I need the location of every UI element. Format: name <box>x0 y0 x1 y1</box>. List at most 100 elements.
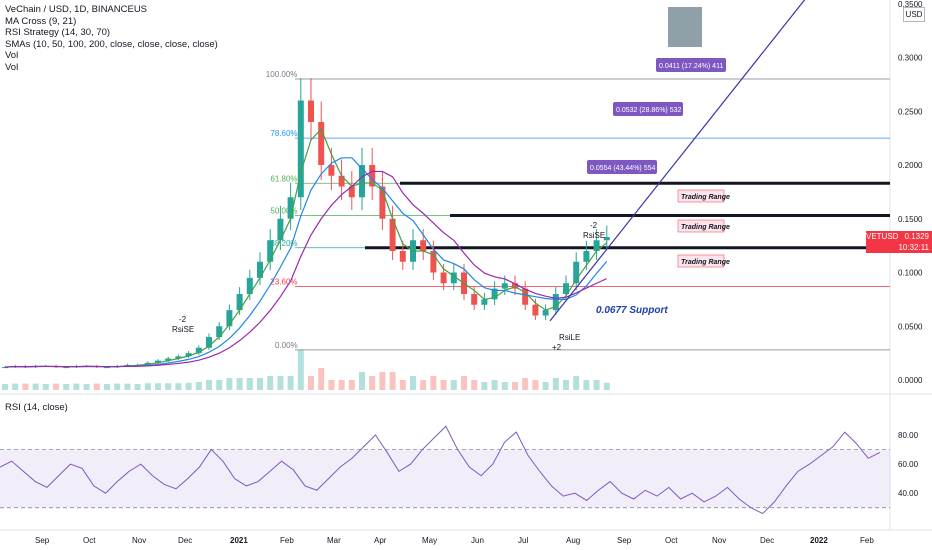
candle-body <box>563 283 569 294</box>
trading-range-box <box>677 254 725 268</box>
volume-bar <box>389 372 396 390</box>
candle-body <box>175 356 182 359</box>
volume-bar <box>32 383 39 390</box>
volume-bar <box>450 380 457 390</box>
trend-line <box>549 0 806 322</box>
trading-range-label: Trading Range <box>681 194 730 201</box>
volume-bar <box>532 380 539 390</box>
moving-average-line <box>4 170 608 368</box>
candle-body <box>308 100 314 122</box>
trading-range-label: Trading Range <box>681 224 730 231</box>
candle-body <box>450 272 457 284</box>
candle-body <box>471 294 478 305</box>
candle-body <box>532 304 539 316</box>
target-label: 0.0411 (17.24%) 411 <box>659 63 723 70</box>
time-axis-tick: Dec <box>760 536 774 545</box>
rsi-legend[interactable]: RSI (14, close) <box>5 402 68 413</box>
time-axis-tick: Oct <box>665 536 678 545</box>
volume-bar <box>328 380 335 390</box>
signal-top: -2 <box>590 221 598 230</box>
currency-button[interactable]: USD <box>903 7 925 22</box>
candle-body <box>155 360 161 363</box>
volume-bar <box>603 382 610 390</box>
volume-bar <box>226 378 233 390</box>
volume-bar <box>552 378 559 390</box>
signal-top: RsiLE <box>559 333 580 342</box>
candle-body <box>277 218 284 241</box>
indicator-rsi-strategy[interactable]: RSI Strategy (14, 30, 70) <box>5 27 111 39</box>
volume-bar <box>144 383 151 390</box>
rsi-axis-tick: 60.00 <box>898 460 919 469</box>
volume-bar <box>53 383 59 390</box>
volume-bar <box>165 383 172 390</box>
candle-body <box>104 367 110 369</box>
time-axis-tick: Jul <box>518 536 528 545</box>
target-label: 0.0554 (43.44%) 554 <box>590 165 655 172</box>
volume-bar <box>185 382 192 390</box>
volume-bar <box>512 382 518 390</box>
price-axis-tick: 0.0000 <box>898 376 923 385</box>
volume-bar <box>195 382 202 390</box>
price-axis-tick: 0.3000 <box>898 54 923 63</box>
indicator-ma-cross[interactable]: MA Cross (9, 21) <box>5 15 77 27</box>
candle-body <box>359 165 365 198</box>
volume-bar <box>308 376 314 390</box>
time-axis-tick: Apr <box>374 536 387 545</box>
candle-body <box>328 165 335 176</box>
volume-bar <box>522 378 529 390</box>
candle-body <box>501 283 508 289</box>
rsi-band <box>0 449 890 508</box>
time-axis-tick: Jun <box>471 536 484 545</box>
volume-bar <box>155 383 161 390</box>
candle-body <box>440 272 447 284</box>
signal-top: -2 <box>179 315 187 324</box>
price-axis-tick: 0.2500 <box>898 107 923 116</box>
volume-bar <box>461 376 467 390</box>
volume-bar <box>501 382 508 390</box>
candle-body <box>491 288 498 300</box>
indicator-smas[interactable]: SMAs (10, 50, 100, 200, close, close, cl… <box>5 38 218 50</box>
volume-bar <box>104 384 110 390</box>
volume-bar <box>12 383 19 390</box>
volume-bar <box>42 384 49 390</box>
trading-range-label: Trading Range <box>681 259 730 266</box>
time-axis-tick: Feb <box>860 536 874 545</box>
candle-body <box>267 240 274 262</box>
volume-bar <box>83 384 90 390</box>
candle-body <box>379 186 386 219</box>
volume-bar <box>379 372 386 390</box>
volume-bar <box>236 378 243 390</box>
candle-body <box>63 367 70 369</box>
candle-body <box>481 299 488 305</box>
symbol-price-tag: VETUSD 0.1329 <box>866 231 932 242</box>
volume-bar <box>481 382 488 390</box>
volume-bar <box>73 383 80 390</box>
indicator-vol-2[interactable]: Vol <box>5 61 19 73</box>
indicator-vol[interactable]: Vol <box>5 50 19 62</box>
volume-bar <box>410 376 416 390</box>
volume-bar <box>348 380 355 390</box>
candle-body <box>226 310 233 327</box>
candle-body <box>206 337 212 348</box>
candle-body <box>246 277 253 294</box>
volume-bar <box>2 384 8 390</box>
volume-bar <box>63 384 70 390</box>
candle-body <box>195 347 202 354</box>
volume-bar <box>440 380 447 390</box>
price-tag-symbol: VETUSD <box>866 232 899 241</box>
candle-body <box>287 197 294 219</box>
symbol-title: VeChain / USD, 1D, BINANCEUS <box>5 4 148 15</box>
time-axis-tick: 2021 <box>230 536 248 545</box>
candle-body <box>348 186 355 198</box>
fib-level-label: 100.00% <box>266 70 298 79</box>
time-axis-tick: Sep <box>35 536 50 545</box>
candle-body <box>338 175 345 187</box>
volume-bar <box>93 383 100 390</box>
candle-body <box>185 353 192 357</box>
volume-bar <box>287 376 294 390</box>
candle-body <box>399 251 406 262</box>
volume-bar <box>359 372 365 390</box>
trading-range-box <box>677 219 725 233</box>
price-countdown-tag: 10:32:11 <box>866 242 932 253</box>
